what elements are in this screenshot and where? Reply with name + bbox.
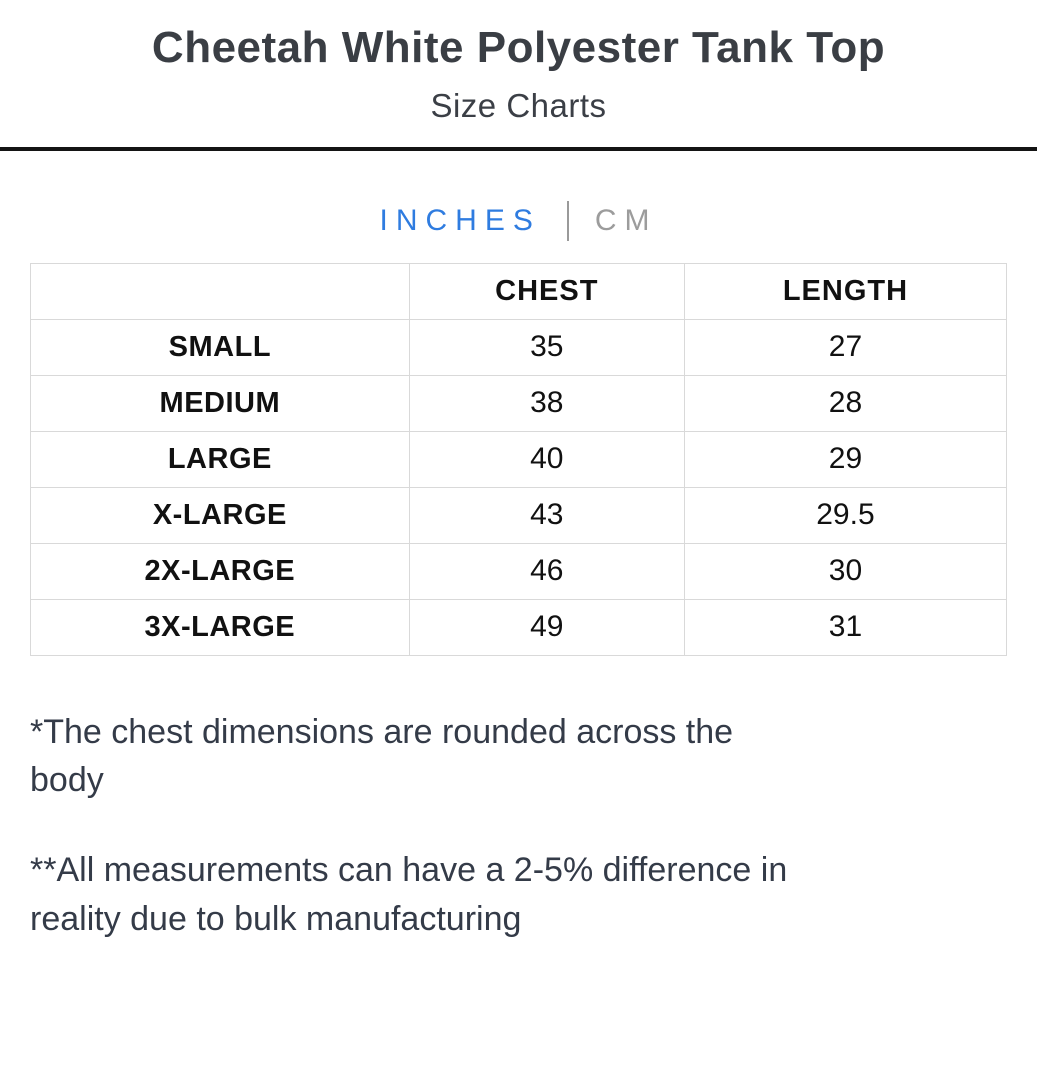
header-divider	[0, 146, 1037, 151]
length-value: 31	[683, 598, 1008, 656]
size-label-medium: MEDIUM	[30, 374, 410, 432]
size-chart-table: CHEST LENGTH SMALL 35 27 MEDIUM 38 28 LA…	[30, 262, 1008, 656]
size-label-2xlarge: 2X-LARGE	[30, 542, 410, 600]
size-chart-section: CHEST LENGTH SMALL 35 27 MEDIUM 38 28 LA…	[30, 262, 1008, 656]
table-row: MEDIUM 38 28	[30, 374, 1008, 432]
length-value: 29	[683, 430, 1008, 488]
size-label-xlarge: X-LARGE	[30, 486, 410, 544]
column-header-length: LENGTH	[683, 262, 1008, 320]
footnote-chest-dimensions: *The chest dimensions are rounded across…	[30, 712, 734, 799]
length-value: 27	[683, 318, 1008, 376]
tab-inches[interactable]: INCHES	[379, 203, 541, 237]
length-value: 30	[683, 542, 1008, 600]
column-header-blank	[30, 262, 410, 320]
footnote-measurement-tolerance: **All measurements can have a 2-5% diffe…	[30, 851, 788, 938]
page-title: Cheetah White Polyester Tank Top	[151, 23, 886, 72]
table-row: 2X-LARGE 46 30	[30, 542, 1008, 600]
size-label-large: LARGE	[30, 430, 410, 488]
chest-value: 35	[408, 318, 685, 376]
chest-value: 49	[408, 598, 685, 656]
table-header-row: CHEST LENGTH	[30, 262, 1008, 320]
page-header: Cheetah White Polyester Tank Top Size Ch…	[0, 0, 1037, 125]
column-header-chest: CHEST	[408, 262, 685, 320]
tab-cm[interactable]: CM	[594, 203, 658, 237]
table-row: 3X-LARGE 49 31	[30, 598, 1008, 656]
size-label-3xlarge: 3X-LARGE	[30, 598, 410, 656]
size-label-small: SMALL	[30, 318, 410, 376]
length-value: 29.5	[683, 486, 1008, 544]
footnotes-section: *The chest dimensions are rounded across…	[30, 708, 1007, 943]
table-row: SMALL 35 27	[30, 318, 1008, 376]
table-row: X-LARGE 43 29.5	[30, 486, 1008, 544]
length-value: 28	[683, 374, 1008, 432]
table-row: LARGE 40 29	[30, 430, 1008, 488]
page-subtitle: Size Charts	[430, 86, 607, 124]
chest-value: 46	[408, 542, 685, 600]
chest-value: 43	[408, 486, 685, 544]
unit-tabs: INCHES CM	[0, 200, 1037, 241]
unit-tab-separator	[566, 200, 569, 241]
chest-value: 38	[408, 374, 685, 432]
chest-value: 40	[408, 430, 685, 488]
